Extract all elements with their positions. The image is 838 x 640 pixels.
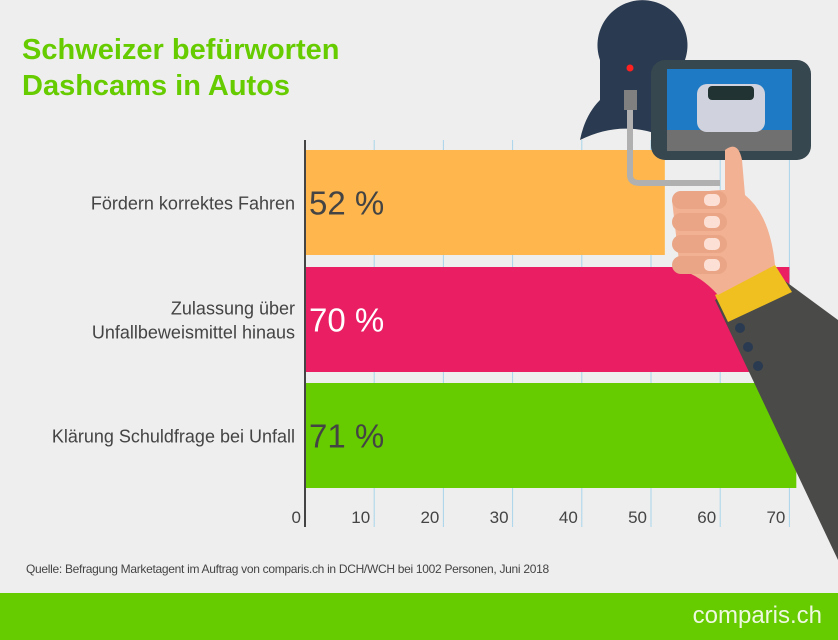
fingernail xyxy=(704,216,720,228)
x-tick-label: 10 xyxy=(351,508,370,527)
title-line-1: Schweizer befürworten xyxy=(22,34,340,66)
category-label: Klärung Schuldfrage bei Unfall xyxy=(52,427,295,447)
fingernail xyxy=(704,238,720,250)
cuff xyxy=(715,265,792,322)
comparis-logo: comparis.ch xyxy=(692,602,822,629)
title-line-2: Dashcams in Autos xyxy=(22,70,291,102)
car-window xyxy=(708,86,754,100)
x-tick-label: 70 xyxy=(766,508,785,527)
fingernail xyxy=(704,194,720,206)
fingernail xyxy=(704,259,720,271)
category-label: Unfallbeweismittel hinaus xyxy=(92,323,295,343)
cable-plug xyxy=(624,90,637,110)
x-tick-label: 60 xyxy=(697,508,716,527)
sleeve-button xyxy=(743,342,753,352)
category-label: Fördern korrektes Fahren xyxy=(91,194,295,214)
cable xyxy=(627,108,720,186)
record-light-icon xyxy=(626,64,634,72)
bar-3 xyxy=(305,383,797,488)
chart-title: Schweizer befürworten Dashcams in Autos xyxy=(22,32,339,104)
x-tick-label: 0 xyxy=(292,508,301,527)
x-tick-label: 30 xyxy=(490,508,509,527)
data-label: 70 % xyxy=(309,302,384,339)
sleeve xyxy=(715,270,838,560)
sleeve-button xyxy=(735,323,745,333)
screen-road xyxy=(667,130,792,151)
dashcam-hand-illustration xyxy=(580,0,838,560)
bar-1 xyxy=(305,150,665,255)
sleeve-button xyxy=(753,361,763,371)
data-label: 71 % xyxy=(309,418,384,455)
x-tick-label: 40 xyxy=(559,508,578,527)
footer-bar: comparis.ch xyxy=(0,593,838,640)
category-label: Zulassung über xyxy=(171,299,295,319)
data-label: 52 % xyxy=(309,185,384,222)
source-note: Quelle: Befragung Marketagent im Auftrag… xyxy=(26,562,549,576)
x-tick-label: 50 xyxy=(628,508,647,527)
x-tick-label: 20 xyxy=(420,508,439,527)
